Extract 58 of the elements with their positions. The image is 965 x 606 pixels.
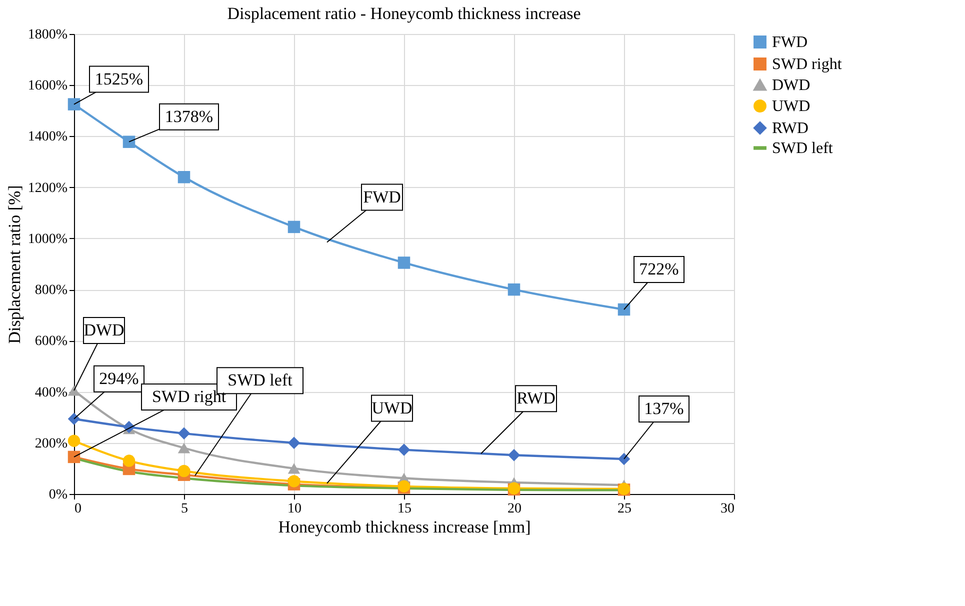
y-tick-label: 0% — [48, 488, 68, 502]
legend-label: SWD left — [772, 140, 834, 157]
x-tick-label: 25 — [618, 502, 632, 516]
y-tick-label: 1000% — [28, 232, 68, 247]
legend-label: SWD right — [772, 56, 842, 73]
point — [618, 303, 630, 316]
x-axis-title: Honeycomb thickness increase [mm] — [278, 518, 531, 536]
y-tick-label: 1600% — [28, 78, 68, 94]
annotation: 1525% — [94, 69, 144, 88]
y-tick-label: 1400% — [28, 130, 68, 145]
x-tick-label: 15 — [398, 502, 412, 516]
annotation: SWD left — [228, 370, 293, 390]
point — [178, 427, 190, 440]
annotation: 722% — [639, 259, 679, 278]
y-tick-label: 400% — [34, 385, 68, 400]
point — [508, 283, 520, 296]
chart-title: Displacement ratio - Honeycomb thickness increase — [227, 4, 581, 23]
legend-label: RWD — [772, 120, 808, 137]
point — [398, 256, 410, 269]
point — [68, 385, 80, 396]
annotation: FWD — [363, 187, 401, 206]
point — [178, 170, 190, 184]
point — [68, 450, 80, 464]
y-tick-label: 600% — [34, 334, 68, 350]
x-tick-label: 0 — [74, 502, 82, 516]
y-tick-label: 800% — [34, 283, 68, 298]
point — [68, 434, 80, 447]
point — [508, 449, 520, 462]
point — [288, 475, 300, 488]
point — [288, 463, 300, 474]
annotation: 1378% — [164, 106, 214, 126]
point — [398, 444, 410, 456]
x-tick-label: 30 — [720, 502, 734, 516]
annotation: 294% — [99, 368, 139, 388]
annotation: 137% — [644, 398, 684, 418]
point — [68, 98, 80, 110]
point — [122, 136, 136, 148]
legend-label: FWD — [772, 34, 808, 51]
point — [122, 454, 136, 467]
legend-label: DWD — [772, 77, 810, 94]
point — [68, 412, 80, 425]
y-tick-label: 1200% — [28, 180, 68, 196]
y-tick-label: 200% — [34, 436, 68, 452]
point — [288, 220, 300, 234]
legend-label: UWD — [772, 98, 810, 115]
y-tick-label: 1800% — [28, 28, 68, 42]
x-tick-label: 20 — [508, 502, 522, 516]
point — [178, 442, 190, 454]
x-tick-label: 5 — [181, 502, 188, 516]
point — [288, 436, 300, 450]
x-tick-label: 10 — [288, 502, 302, 516]
annotation: UWD — [372, 398, 412, 418]
y-axis-title: Displacement ratio [%] — [4, 185, 24, 344]
point — [178, 464, 190, 478]
annotation: SWD right — [152, 386, 226, 406]
annotation: RWD — [516, 388, 556, 408]
annotation: DWD — [84, 320, 124, 340]
point — [618, 452, 630, 466]
